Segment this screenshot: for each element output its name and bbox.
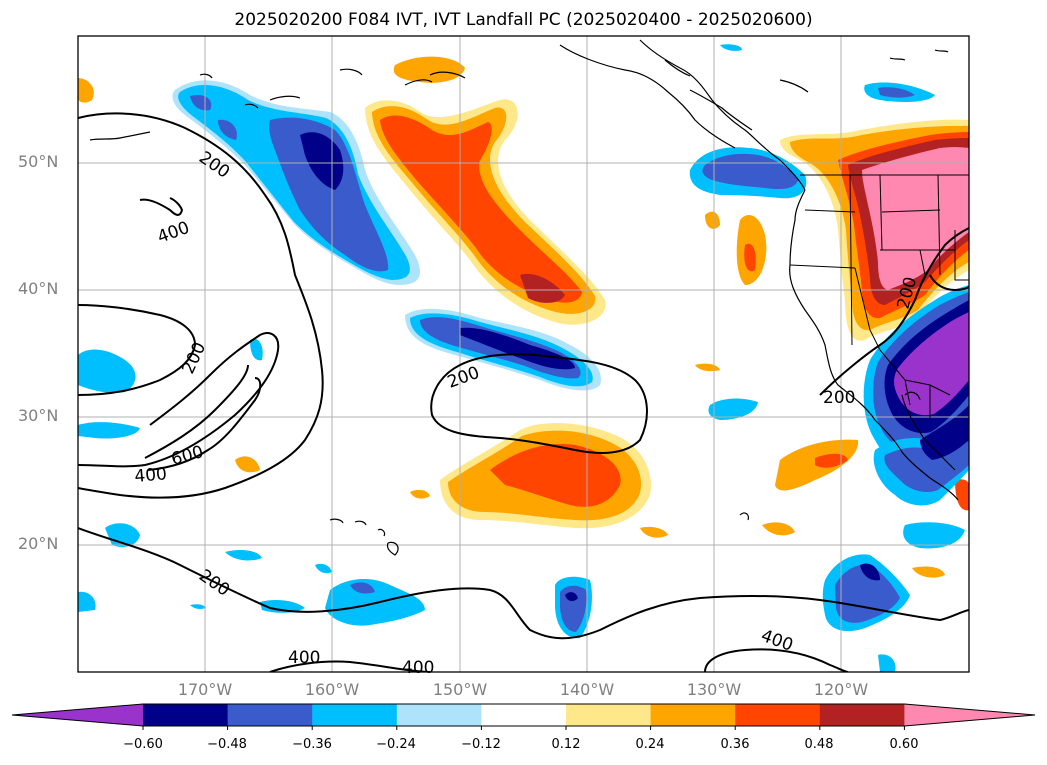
colorbar: [11, 703, 1036, 730]
lat-label-30n: 30°N: [18, 406, 59, 425]
colorbar-segment: [819, 704, 905, 726]
ivt-contours: [78, 112, 969, 672]
contour-label: 200: [823, 388, 855, 408]
contour-label: 600: [169, 442, 206, 470]
contour-label: 200: [445, 363, 482, 393]
colorbar-extend-high: [904, 704, 1035, 726]
colorbar-segment: [227, 704, 313, 726]
colorbar-segment: [396, 704, 482, 726]
colorbar-tick-label: −0.60: [123, 737, 163, 752]
contour-label: 400: [155, 218, 192, 248]
coastlines: [89, 39, 959, 556]
colorbar-segment: [481, 704, 567, 726]
graticule: [78, 36, 969, 672]
colorbar-tick-label: 0.60: [889, 737, 919, 752]
colorbar-tick-label: −0.24: [376, 737, 416, 752]
lon-label-160w: 160°W: [304, 680, 360, 699]
contour-label: 400: [288, 648, 320, 668]
ivt-landfall-shading: [78, 44, 969, 672]
lon-label-140w: 140°W: [559, 680, 615, 699]
colorbar-tick-label: −0.12: [461, 737, 501, 752]
colorbar-tick-label: −0.36: [292, 737, 332, 752]
lon-label-120w: 120°W: [813, 680, 869, 699]
map-title: 2025020200 F084 IVT, IVT Landfall PC (20…: [234, 10, 813, 30]
contour-label: 400: [402, 658, 434, 678]
colorbar-segment: [143, 704, 229, 726]
lon-label-150w: 150°W: [432, 680, 488, 699]
colorbar-tick-label: −0.48: [207, 737, 247, 752]
state-borders: [789, 174, 969, 420]
colorbar-tick-label: 0.12: [551, 737, 581, 752]
colorbar-tick-label: 0.36: [720, 737, 750, 752]
colorbar-segment: [650, 704, 736, 726]
colorbar-tick-label: 0.24: [635, 737, 665, 752]
colorbar-segment: [312, 704, 398, 726]
colorbar-tick-label: 0.48: [804, 737, 834, 752]
contour-label: 200: [195, 566, 233, 601]
lat-label-40n: 40°N: [18, 279, 59, 298]
contour-label: 400: [758, 626, 795, 656]
map-frame: [77, 35, 970, 673]
lat-label-50n: 50°N: [18, 152, 59, 171]
lon-label-170w: 170°W: [177, 680, 233, 699]
lon-label-130w: 130°W: [686, 680, 742, 699]
contour-label: 400: [134, 464, 168, 487]
lat-label-20n: 20°N: [18, 534, 59, 553]
colorbar-segment: [735, 704, 821, 726]
colorbar-segment: [566, 704, 652, 726]
colorbar-extend-low: [12, 704, 143, 726]
